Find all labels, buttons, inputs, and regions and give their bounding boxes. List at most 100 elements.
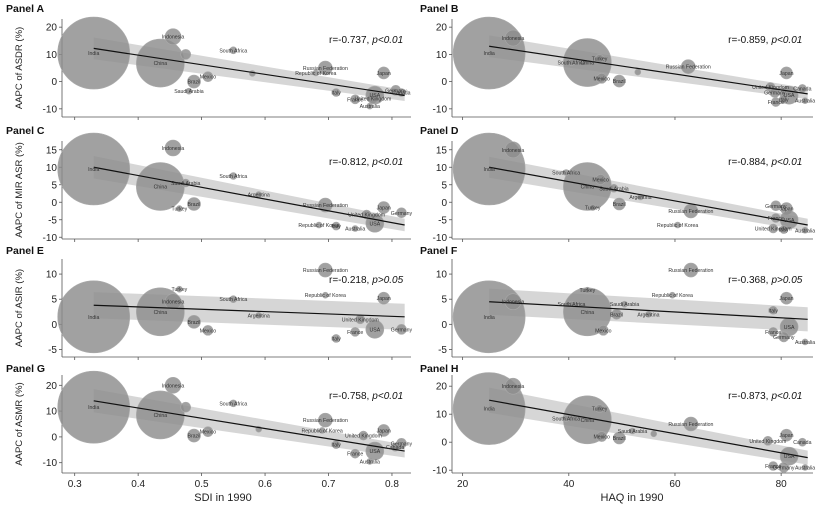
stat-r: r=-0.873, [728, 391, 768, 402]
country-label: Germany [773, 335, 795, 341]
country-label: Brazil [187, 80, 200, 86]
country-label: Australia [795, 465, 815, 471]
country-label: China [154, 185, 168, 191]
y-axis-label: AAPC of ASMR (%) [14, 382, 25, 465]
country-label: France [347, 452, 363, 458]
country-label: Mexico [200, 328, 217, 334]
bubble [187, 428, 201, 443]
bubble [180, 49, 192, 60]
bubble [350, 327, 360, 337]
bubble [318, 60, 333, 76]
bubble [331, 221, 341, 231]
country-label: Italy [779, 97, 789, 103]
bubble [164, 293, 182, 311]
stat-annotation: r=-0.368, p>0.05 [728, 275, 803, 286]
y-tick-label: 20 [46, 381, 58, 392]
country-label: Japan [779, 207, 793, 213]
country-label: Mexico [595, 328, 612, 334]
country-label: Mexico [200, 75, 217, 81]
bubble [612, 431, 626, 445]
bubble [504, 377, 522, 395]
bubble [164, 377, 182, 394]
country-label: China [154, 61, 168, 67]
country-label: Germany [391, 327, 413, 333]
bubble [645, 310, 652, 318]
bubble [57, 132, 131, 206]
bubble [180, 401, 192, 413]
y-axis-label: AAPC of MIR ASR (%) [14, 142, 25, 238]
country-label: USA [784, 325, 795, 331]
bubble [598, 325, 609, 336]
bubble [229, 46, 238, 55]
trend-line [93, 47, 405, 97]
panel-title: Panel H [420, 363, 459, 375]
y-tick-label: 0 [51, 198, 57, 209]
country-label: South Africa [557, 302, 585, 308]
country-label: Turkey [592, 56, 608, 62]
bubble [136, 38, 185, 88]
country-label: Indonesia [502, 384, 525, 390]
country-label: China [581, 185, 595, 191]
bubble [683, 262, 699, 278]
panel-title: Panel D [420, 125, 459, 137]
bubble [504, 141, 522, 159]
bubble [674, 221, 681, 229]
y-tick-label: 5 [441, 295, 447, 306]
country-label: Japan [779, 296, 793, 302]
stat-p: p<0.01 [371, 391, 403, 402]
panel-panel-g: Panel G AAPC of ASMR (%) 20 10 0 -10 0.3 0.4 0.5… [6, 363, 413, 490]
panel-panel-c: Panel C AAPC of MIR ASR (%) 15 10 5 0 -5 -10 Ind… [6, 125, 413, 244]
country-label: Germany [391, 211, 413, 217]
bubble [779, 95, 789, 104]
bubble [185, 87, 193, 95]
country-label: Saudi Arabia [599, 186, 629, 192]
y-tick-label: 20 [46, 23, 58, 34]
country-label: Germany [764, 91, 786, 97]
stat-r: r=-0.859, [728, 35, 768, 46]
panel-title: Panel G [6, 363, 45, 375]
country-label: Mexico [593, 435, 610, 441]
stat-r: r=-0.812, [329, 157, 369, 168]
stat-r: r=-0.368, [728, 275, 768, 286]
bubble [801, 97, 809, 104]
country-label: India [484, 315, 495, 321]
country-label: Brazil [187, 320, 200, 326]
y-tick-label: 10 [436, 410, 448, 421]
bubble [780, 66, 793, 80]
y-tick-label: 0 [441, 320, 447, 331]
country-label: Canada [386, 445, 404, 451]
bubble [778, 462, 790, 473]
bubble [634, 68, 642, 76]
country-label: China [581, 310, 595, 316]
bubble [396, 324, 407, 335]
bubble [612, 197, 626, 211]
panel-title: Panel A [6, 3, 45, 15]
country-label: Saudi Arabia [171, 181, 201, 187]
country-label: Indonesia [162, 146, 185, 152]
country-label: Italy [779, 228, 789, 234]
country-label: Australia [795, 340, 815, 346]
y-tick-label: 15 [436, 145, 448, 156]
country-label: Germany [765, 204, 787, 210]
country-label: Japan [377, 296, 391, 302]
y-tick-label: 10 [436, 270, 448, 281]
y-tick-label: -5 [438, 215, 447, 226]
y-tick-label: -5 [48, 345, 57, 356]
bubble [562, 169, 570, 176]
bubble [312, 69, 320, 77]
country-label: Republic of Korea [295, 71, 336, 77]
panel-panel-d: Panel D 15 10 5 0 -5 -10 India China Indonesia Sou… [420, 125, 815, 244]
country-label: United Kingdom [354, 96, 391, 102]
bubble [164, 28, 182, 45]
country-label: Australia [795, 99, 815, 105]
bubble [669, 291, 676, 299]
y-tick-label: 20 [436, 382, 448, 393]
bubble [621, 300, 628, 308]
bubble [318, 412, 333, 428]
x-tick-label: 0.7 [322, 479, 336, 490]
country-label: France [347, 97, 363, 103]
country-label: Japan [377, 206, 391, 212]
country-label: South Africa [219, 48, 247, 54]
country-label: South Africa [219, 297, 247, 303]
bubble [584, 286, 591, 294]
